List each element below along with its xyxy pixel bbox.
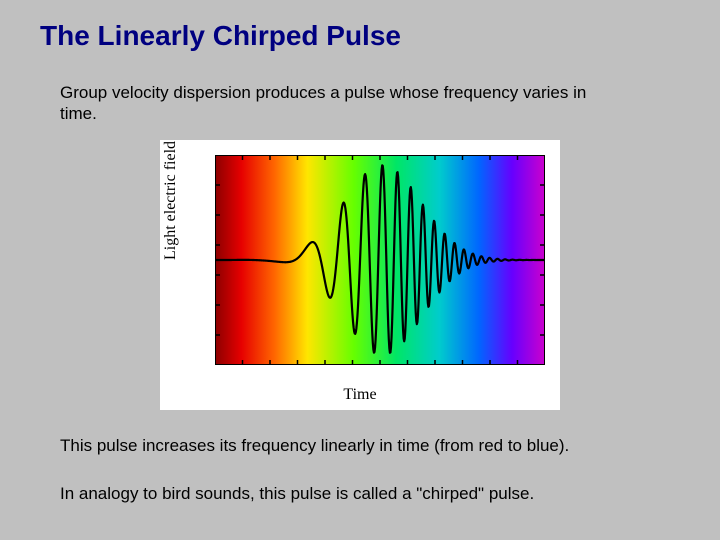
chirp-svg	[215, 155, 545, 365]
paragraph-2: This pulse increases its frequency linea…	[60, 436, 680, 456]
paragraph-3: In analogy to bird sounds, this pulse is…	[60, 484, 680, 504]
chirped-pulse-figure: Light electric field Time	[160, 140, 560, 410]
slide-title: The Linearly Chirped Pulse	[40, 20, 401, 52]
x-axis-label: Time	[160, 386, 560, 404]
paragraph-1: Group velocity dispersion produces a pul…	[60, 82, 620, 125]
y-axis-label: Light electric field	[162, 141, 180, 260]
plot-area	[215, 155, 545, 365]
slide: The Linearly Chirped Pulse Group velocit…	[0, 0, 720, 540]
